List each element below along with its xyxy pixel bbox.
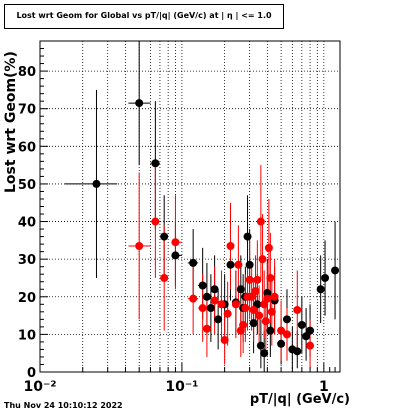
data-point (171, 251, 180, 260)
data-point (202, 292, 211, 301)
data-point (231, 300, 240, 309)
data-point (282, 330, 291, 339)
data-point (243, 232, 252, 241)
data-point (267, 307, 276, 316)
plot-frame (39, 40, 341, 373)
data-point (239, 320, 248, 329)
data-point (263, 294, 272, 303)
error-bars (64, 41, 339, 372)
data-point (210, 285, 219, 294)
axis-ticks (40, 48, 336, 373)
data-point (223, 309, 232, 318)
y-tick-label: 80 (18, 65, 36, 80)
footer-timestamp: Thu Nov 24 10:10:12 2022 (4, 401, 123, 410)
y-axis-label: Lost wrt Geom(%) (3, 51, 19, 193)
data-point (255, 311, 264, 320)
data-point (198, 304, 207, 313)
data-point (253, 275, 262, 284)
data-points (92, 99, 340, 358)
data-point (171, 238, 180, 247)
data-point (189, 294, 198, 303)
y-tick-label: 20 (18, 291, 36, 306)
data-point (253, 300, 262, 309)
data-point (261, 317, 270, 326)
data-point (210, 296, 219, 305)
y-tick-label: 60 (18, 140, 36, 155)
data-point (260, 349, 269, 358)
data-point (202, 324, 211, 333)
data-point (198, 281, 207, 290)
y-tick-label: 30 (18, 253, 36, 268)
data-point (316, 285, 325, 294)
y-tick-label: 70 (18, 103, 36, 118)
data-point (151, 159, 160, 168)
data-point (297, 320, 306, 329)
data-point (282, 315, 291, 324)
data-point (264, 243, 273, 252)
data-point (306, 341, 315, 350)
data-point (277, 326, 286, 335)
data-point (270, 292, 279, 301)
data-point (251, 287, 260, 296)
data-point (214, 315, 223, 324)
data-point (263, 289, 272, 298)
data-point (266, 326, 275, 335)
axis-tick-labels: 0 10 20 30 40 50 60 70 80 10⁻² 10⁻¹ 1 (18, 65, 329, 395)
data-point (293, 305, 302, 314)
data-point (302, 332, 311, 341)
y-tick-label: 10 (18, 328, 36, 343)
data-point (92, 179, 101, 188)
data-point (249, 319, 258, 328)
data-point (226, 241, 235, 250)
data-point (220, 336, 229, 345)
data-point (135, 241, 144, 250)
data-point (206, 304, 215, 313)
data-point (293, 347, 302, 356)
chart-title: Lost wrt Geom for Global vs pT/|q| (GeV/… (16, 11, 272, 20)
data-point (241, 304, 250, 313)
y-tick-label: 50 (18, 178, 36, 193)
data-point (245, 275, 254, 284)
x-tick-label: 10⁻² (23, 379, 56, 395)
data-point (331, 266, 340, 275)
chart-title-box: Lost wrt Geom for Global vs pT/|q| (GeV/… (4, 4, 284, 29)
data-point (189, 258, 198, 267)
y-tick-label: 0 (27, 366, 36, 381)
y-tick-label: 40 (18, 216, 36, 231)
x-tick-label: 1 (319, 379, 329, 395)
data-point (160, 273, 169, 282)
data-point (256, 341, 265, 350)
data-point (247, 292, 256, 301)
data-point (277, 339, 286, 348)
data-point (258, 255, 267, 264)
data-point (256, 217, 265, 226)
data-point (226, 260, 235, 269)
data-point (266, 273, 275, 282)
x-tick-label: 10⁻¹ (165, 379, 198, 395)
data-point (234, 260, 243, 269)
data-point (321, 273, 330, 282)
data-point (135, 99, 144, 108)
data-point (160, 232, 169, 241)
data-point (245, 260, 254, 269)
x-axis-label: pT/|q| (GeV/c) (249, 392, 350, 407)
data-point (151, 217, 160, 226)
grid-lines (40, 41, 340, 372)
data-point (249, 305, 258, 314)
data-point (306, 326, 315, 335)
data-point (236, 285, 245, 294)
data-point (217, 300, 226, 309)
